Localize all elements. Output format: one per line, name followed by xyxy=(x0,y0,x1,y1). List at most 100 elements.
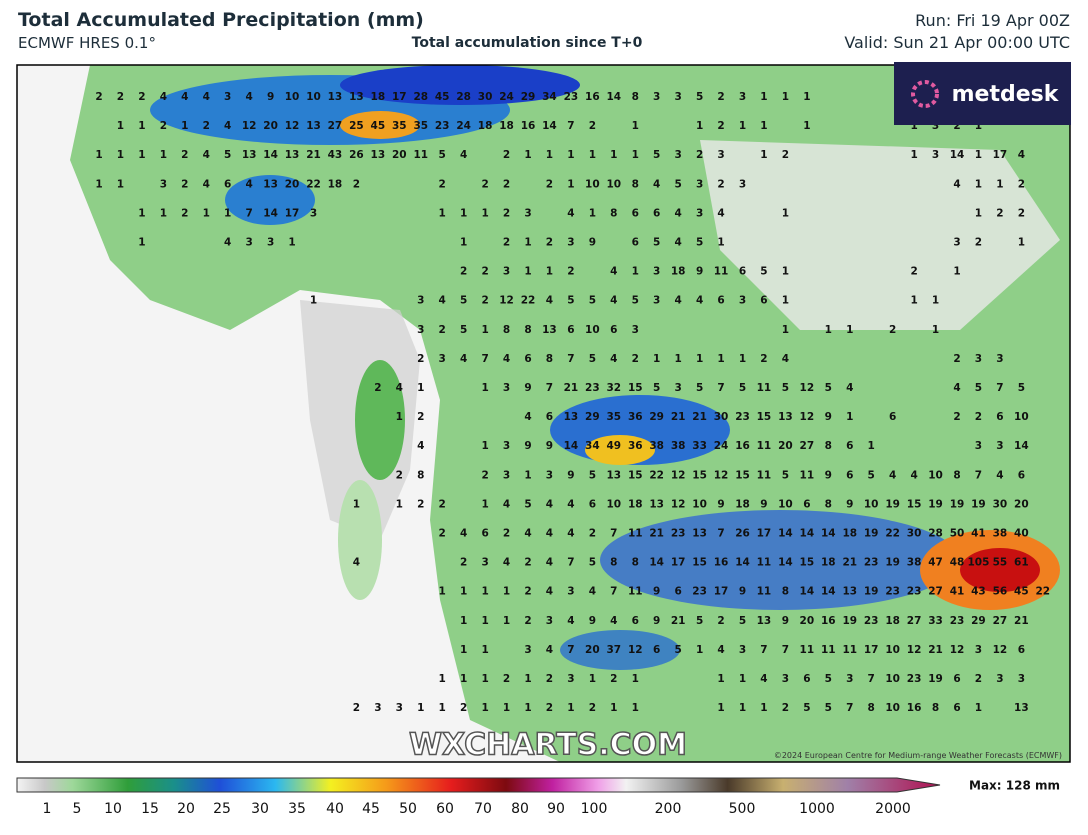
precip-value: 4 xyxy=(610,615,617,627)
precip-value: 1 xyxy=(481,324,488,336)
precip-value: 2 xyxy=(632,353,639,365)
precip-value: 5 xyxy=(696,237,703,249)
precip-value: 6 xyxy=(674,586,681,598)
precip-value: 6 xyxy=(224,178,231,190)
precip-value: 5 xyxy=(696,91,703,103)
precip-value: 1 xyxy=(803,120,810,132)
precip-value: 4 xyxy=(910,469,917,481)
precip-value: 9 xyxy=(589,237,596,249)
precip-value: 2 xyxy=(546,237,553,249)
precip-value: 4 xyxy=(696,295,703,307)
precip-value: 9 xyxy=(524,382,531,394)
legend-label: 500 xyxy=(729,801,756,817)
precip-value: 3 xyxy=(546,615,553,627)
precip-value: 37 xyxy=(606,644,621,656)
precip-value: 8 xyxy=(932,702,939,714)
precip-value: 28 xyxy=(413,91,428,103)
precip-value: 9 xyxy=(567,469,574,481)
precip-value: 6 xyxy=(953,702,960,714)
precip-value: 1 xyxy=(396,498,403,510)
precip-value: 6 xyxy=(803,673,810,685)
precip-value: 23 xyxy=(885,586,900,598)
precip-value: 1 xyxy=(481,644,488,656)
precip-value: 1 xyxy=(975,120,982,132)
precip-value: 1 xyxy=(975,207,982,219)
precip-value: 21 xyxy=(842,557,857,569)
precip-value: 21 xyxy=(671,615,686,627)
precip-value: 35 xyxy=(413,120,428,132)
precip-value: 1 xyxy=(138,149,145,161)
precip-value: 4 xyxy=(717,644,724,656)
precip-value: 2 xyxy=(524,615,531,627)
precip-value: 11 xyxy=(757,382,772,394)
precip-value: 4 xyxy=(589,586,596,598)
precip-value: 1 xyxy=(503,586,510,598)
precip-value: 10 xyxy=(864,498,879,510)
precip-value: 1 xyxy=(953,266,960,278)
precip-value: 4 xyxy=(610,353,617,365)
precip-value: 24 xyxy=(714,440,729,452)
precip-value: 3 xyxy=(739,644,746,656)
precip-value: 1 xyxy=(632,120,639,132)
precip-value: 38 xyxy=(649,440,664,452)
precip-value: 19 xyxy=(864,586,879,598)
precip-value: 1 xyxy=(589,673,596,685)
precip-value: 1 xyxy=(760,91,767,103)
precip-value: 20 xyxy=(285,178,300,190)
precip-value: 3 xyxy=(632,324,639,336)
precip-value: 27 xyxy=(928,586,943,598)
legend-label: 1000 xyxy=(799,801,835,817)
precip-value: 3 xyxy=(653,266,660,278)
precip-value: 28 xyxy=(928,528,943,540)
precip-value: 3 xyxy=(932,149,939,161)
precip-value: 10 xyxy=(585,324,600,336)
precip-value: 3 xyxy=(674,91,681,103)
precip-value: 27 xyxy=(907,615,922,627)
precip-value: 4 xyxy=(567,498,574,510)
precip-value: 4 xyxy=(224,120,231,132)
precip-value: 2 xyxy=(546,702,553,714)
precip-value: 8 xyxy=(546,353,553,365)
precip-value: 2 xyxy=(503,178,510,190)
precip-value: 6 xyxy=(546,411,553,423)
precip-value: 3 xyxy=(503,440,510,452)
precip-value: 2 xyxy=(1018,178,1025,190)
precip-value: 9 xyxy=(696,266,703,278)
precip-value: 1 xyxy=(460,615,467,627)
precip-value: 16 xyxy=(521,120,536,132)
precip-value: 1 xyxy=(910,149,917,161)
precip-value: 4 xyxy=(846,382,853,394)
precip-value: 1 xyxy=(975,178,982,190)
precip-value: 14 xyxy=(649,557,664,569)
precip-value: 13 xyxy=(757,615,772,627)
precip-value: 15 xyxy=(757,411,772,423)
precip-value: 1 xyxy=(760,120,767,132)
precip-value: 6 xyxy=(481,528,488,540)
precip-value: 1 xyxy=(138,120,145,132)
precip-value: 1 xyxy=(632,673,639,685)
precip-value: 21 xyxy=(928,644,943,656)
precip-value: 4 xyxy=(245,178,252,190)
precip-value: 3 xyxy=(160,178,167,190)
precip-value: 4 xyxy=(460,528,467,540)
precip xyxy=(585,435,655,465)
precip-value: 10 xyxy=(692,498,707,510)
precip-value: 13 xyxy=(306,120,321,132)
legend-label: 80 xyxy=(511,801,529,817)
precip-value: 38 xyxy=(671,440,686,452)
precip-value: 9 xyxy=(653,586,660,598)
precip-value: 2 xyxy=(953,411,960,423)
logo-icon xyxy=(911,80,939,108)
precip-value: 2 xyxy=(503,149,510,161)
precip-value: 2 xyxy=(439,498,446,510)
precip-value: 7 xyxy=(782,644,789,656)
legend-label: 40 xyxy=(326,801,344,817)
precip-value: 21 xyxy=(649,528,664,540)
precip-value: 1 xyxy=(846,411,853,423)
precip-value: 1 xyxy=(610,149,617,161)
precip-value: 14 xyxy=(263,149,278,161)
precip-value: 9 xyxy=(653,615,660,627)
legend-label: 45 xyxy=(362,801,380,817)
precip-value: 2 xyxy=(460,557,467,569)
precip-value: 27 xyxy=(328,120,343,132)
